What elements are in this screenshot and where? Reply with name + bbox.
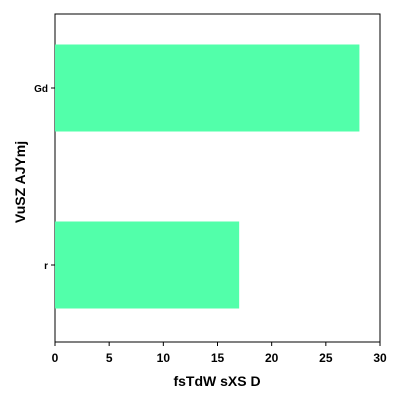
x-tick-label: 5 [106,351,113,365]
y-category-label: r [44,261,48,272]
x-tick-label: 25 [319,351,333,365]
x-tick-label: 0 [52,351,59,365]
bars-group [55,44,360,309]
bar-r [55,221,240,309]
x-tick-label: 20 [265,351,279,365]
x-tick-label: 30 [373,351,387,365]
y-category-label: Gd [34,84,48,95]
x-tick-label: 10 [157,351,171,365]
bar-Gd [55,44,360,132]
x-ticks-group: 0 5 10 15 20 25 30 [52,342,387,365]
y-categories-group: Gd r [34,84,55,272]
y-axis-label: VuSZ AJYmj [12,141,28,223]
x-axis-label: fsTdW sXS D [173,373,260,389]
x-tick-label: 15 [211,351,225,365]
